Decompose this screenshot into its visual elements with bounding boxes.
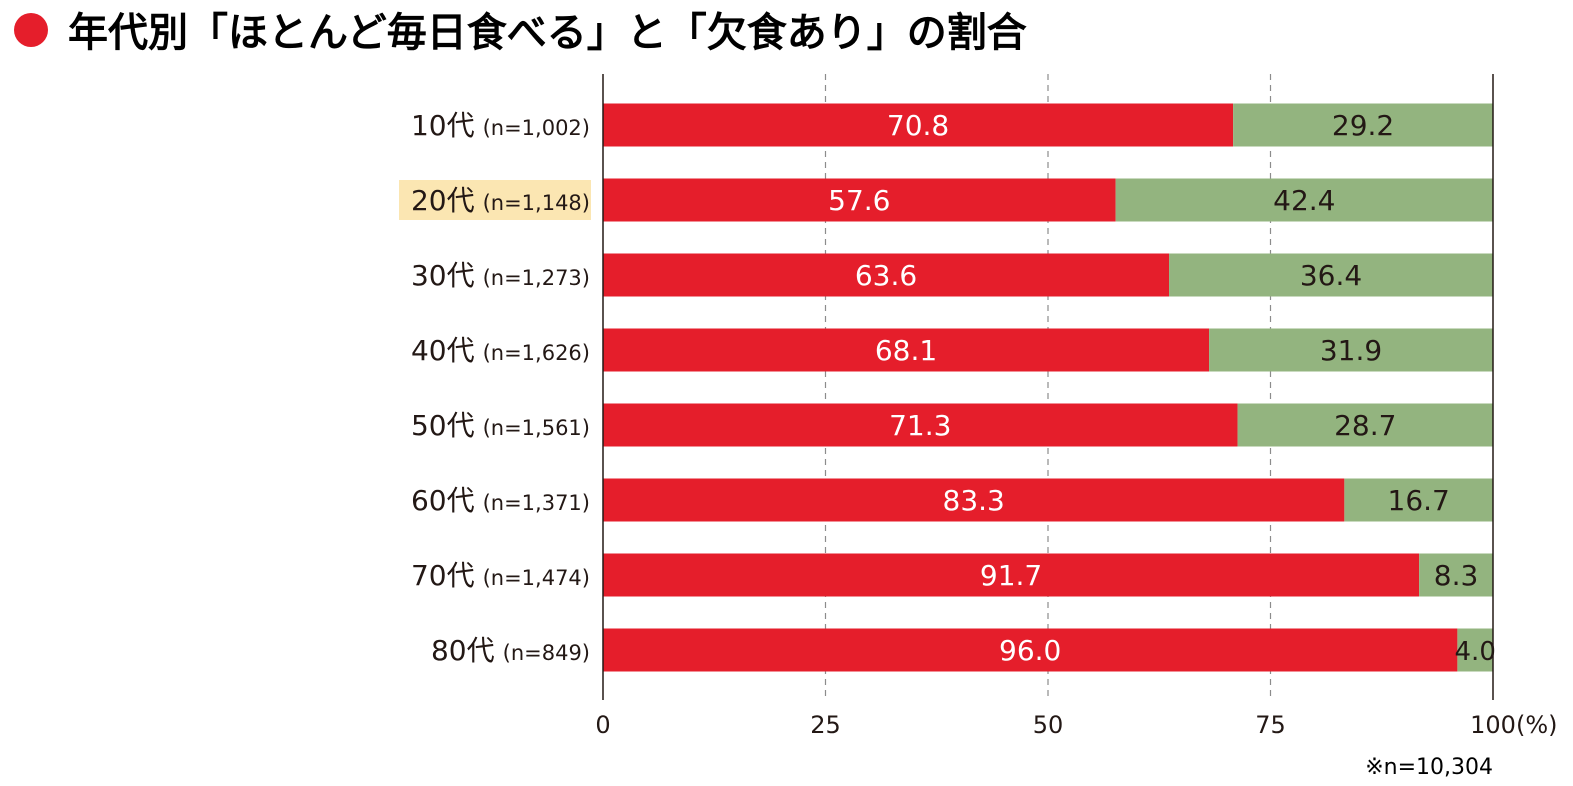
chart-title: 年代別「ほとんど毎日食べる」と「欠食あり」の割合 [68, 10, 1027, 56]
bar-value-label-1-row-6: 83.3 [943, 484, 1005, 517]
bar-value-label-2-row-5: 28.7 [1334, 409, 1396, 442]
category-label-row-7: 70代 (n=1,474) [411, 559, 590, 592]
category-sample-size: (n=1,148) [483, 191, 590, 215]
bars [603, 103, 1493, 672]
category-sample-size: (n=1,474) [483, 566, 590, 590]
category-highlight-row-2 [399, 180, 591, 220]
bar-segment-2-row-8 [1457, 628, 1493, 672]
bar-segment-1-row-8 [603, 628, 1458, 672]
category-age: 60代 [411, 484, 475, 517]
category-sample-size: (n=1,002) [483, 116, 590, 140]
bar-value-label-1-row-5: 71.3 [889, 409, 951, 442]
category-label-row-3: 30代 (n=1,273) [411, 259, 590, 292]
category-age: 20代 [411, 184, 475, 217]
bar-value-label-1-row-2: 57.6 [828, 184, 890, 217]
category-age: 50代 [411, 409, 475, 442]
category-label-row-4: 40代 (n=1,626) [411, 334, 590, 367]
category-age: 40代 [411, 334, 475, 367]
bar-segment-1-row-7 [603, 553, 1420, 597]
bar-value-label-2-row-1: 29.2 [1332, 109, 1394, 142]
bar-segment-2-row-4 [1209, 328, 1493, 372]
x-tick-label-50: 50 [1033, 711, 1064, 739]
category-age: 70代 [411, 559, 475, 592]
category-label-row-8: 80代 (n=849) [431, 634, 590, 667]
bar-segment-1-row-3 [603, 253, 1170, 297]
bar-segment-1-row-1 [603, 103, 1234, 147]
sample-size-note: ※n=10,304 [1365, 755, 1493, 780]
bar-value-label-2-row-7: 8.3 [1434, 559, 1479, 592]
category-sample-size: (n=1,561) [483, 416, 590, 440]
bar-value-label-2-row-8: 4.0 [1455, 637, 1496, 667]
bar-segment-1-row-2 [603, 178, 1116, 222]
bar-value-label-1-row-7: 91.7 [980, 559, 1042, 592]
category-label-row-6: 60代 (n=1,371) [411, 484, 590, 517]
x-axis-unit: (%) [1516, 711, 1558, 739]
x-tick-label-75: 75 [1255, 711, 1286, 739]
bar-segment-2-row-3 [1169, 253, 1493, 297]
category-age: 80代 [431, 634, 495, 667]
category-sample-size: (n=1,371) [483, 491, 590, 515]
bar-segment-2-row-7 [1419, 553, 1493, 597]
x-tick-label-100: 100 [1470, 711, 1516, 739]
category-highlights [399, 180, 591, 220]
bar-segment-2-row-1 [1233, 103, 1493, 147]
gridlines [824, 74, 1272, 700]
bar-value-label-1-row-3: 63.6 [855, 259, 917, 292]
title-bullet-icon [14, 13, 48, 47]
bar-value-label-2-row-3: 36.4 [1300, 259, 1362, 292]
category-sample-size: (n=849) [503, 641, 590, 665]
bar-segment-1-row-5 [603, 403, 1238, 447]
bar-segment-2-row-2 [1115, 178, 1493, 222]
category-label-row-1: 10代 (n=1,002) [411, 109, 590, 142]
category-label-row-5: 50代 (n=1,561) [411, 409, 590, 442]
x-tick-label-25: 25 [810, 711, 841, 739]
category-age: 30代 [411, 259, 475, 292]
bar-segment-1-row-6 [603, 478, 1345, 522]
bar-value-label-1-row-8: 96.0 [999, 634, 1061, 667]
bar-segment-2-row-6 [1344, 478, 1493, 522]
category-sample-size: (n=1,626) [483, 341, 590, 365]
bar-segment-2-row-5 [1237, 403, 1493, 447]
x-axis: 0 25 50 75 100 (%) [595, 74, 1558, 739]
category-label-row-2: 20代 (n=1,148) [411, 184, 590, 217]
bar-value-label-2-row-4: 31.9 [1320, 334, 1382, 367]
bar-value-label-2-row-6: 16.7 [1388, 484, 1450, 517]
category-age: 10代 [411, 109, 475, 142]
category-labels: 10代 (n=1,002) 20代 (n=1,148) 30代 (n=1,273) 40代 (… [411, 109, 590, 667]
x-tick-label-0: 0 [595, 711, 610, 739]
chart-title-group: 年代別「ほとんど毎日食べる」と「欠食あり」の割合 [14, 10, 1027, 56]
bar-value-label-2-row-2: 42.4 [1273, 184, 1335, 217]
bar-value-labels: 70.8 29.2 57.6 42.4 63.6 36.4 68.1 31.9 71.3 28.7… [828, 109, 1496, 667]
bar-segment-1-row-4 [603, 328, 1210, 372]
bar-value-label-1-row-4: 68.1 [875, 334, 937, 367]
bar-value-label-1-row-1: 70.8 [887, 109, 949, 142]
category-sample-size: (n=1,273) [483, 266, 590, 290]
